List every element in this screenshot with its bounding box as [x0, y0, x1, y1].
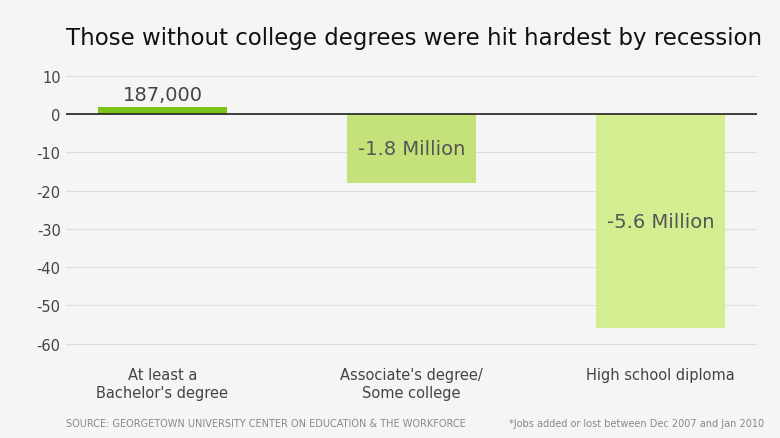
Text: -1.8 Million: -1.8 Million [358, 140, 465, 159]
Bar [346, 115, 477, 184]
Text: -5.6 Million: -5.6 Million [607, 212, 714, 231]
Bar [596, 115, 725, 328]
Text: *Jobs added or lost between Dec 2007 and Jan 2010: *Jobs added or lost between Dec 2007 and… [509, 418, 764, 428]
Text: Those without college degrees were hit hardest by recession: Those without college degrees were hit h… [66, 27, 762, 49]
Text: SOURCE: GEORGETOWN UNIVERSITY CENTER ON EDUCATION & THE WORKFORCE: SOURCE: GEORGETOWN UNIVERSITY CENTER ON … [66, 418, 466, 428]
Bar [98, 108, 227, 115]
Text: 187,000: 187,000 [122, 85, 203, 105]
